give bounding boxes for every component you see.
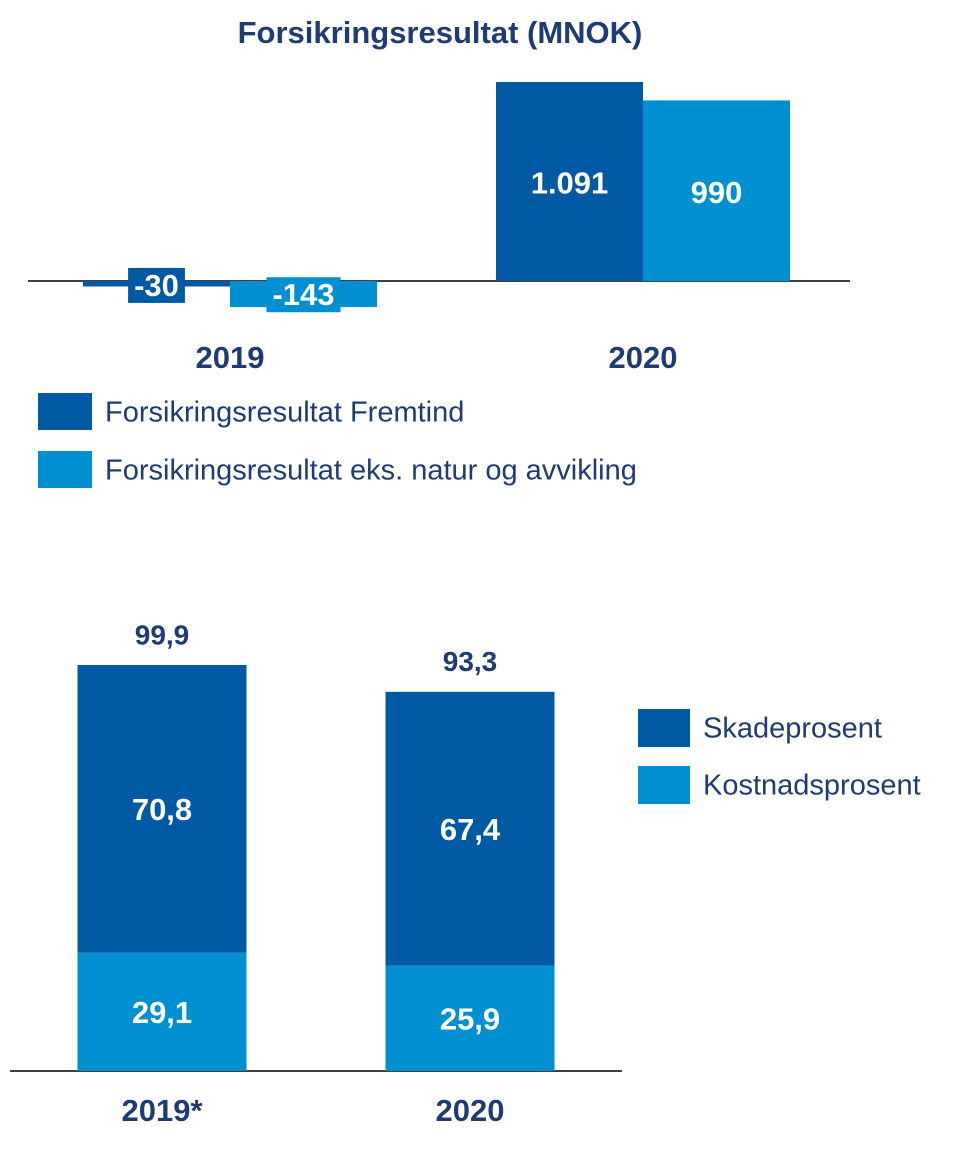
data-label: 67,4	[440, 812, 501, 847]
label-box	[128, 267, 185, 303]
legend-swatch	[38, 393, 92, 430]
legend-label: Forsikringsresultat eks. natur og avvikl…	[105, 455, 637, 487]
legend-swatch	[638, 766, 690, 804]
data-label: 990	[691, 175, 743, 210]
data-label: 29,1	[132, 995, 192, 1030]
data-label: 1.091	[531, 166, 609, 201]
x-tick-label: 2020	[609, 340, 678, 375]
total-label: 93,3	[443, 646, 498, 677]
legend-label: Forsikringsresultat Fremtind	[105, 397, 464, 429]
data-label: -143	[272, 277, 334, 312]
x-tick-label: 2019*	[121, 1093, 203, 1128]
bar-segment	[77, 665, 247, 953]
data-label: 25,9	[440, 1002, 500, 1037]
bar-segment	[385, 965, 555, 1071]
total-label: 99,9	[135, 619, 190, 650]
bar	[643, 100, 790, 281]
data-label: -30	[134, 268, 179, 303]
label-box	[266, 277, 341, 313]
legend-swatch	[38, 451, 92, 488]
bar	[496, 82, 643, 281]
x-tick-label: 2020	[436, 1093, 505, 1128]
data-label: 70,8	[132, 792, 192, 827]
bar-segment	[77, 952, 247, 1071]
legend-label: Skadeprosent	[703, 713, 882, 745]
legend-swatch	[638, 709, 690, 747]
chart-title: Forsikringsresultat (MNOK)	[238, 15, 643, 50]
x-tick-label: 2019	[196, 340, 265, 375]
bar-segment	[385, 691, 555, 966]
legend-label: Kostnadsprosent	[703, 770, 921, 802]
